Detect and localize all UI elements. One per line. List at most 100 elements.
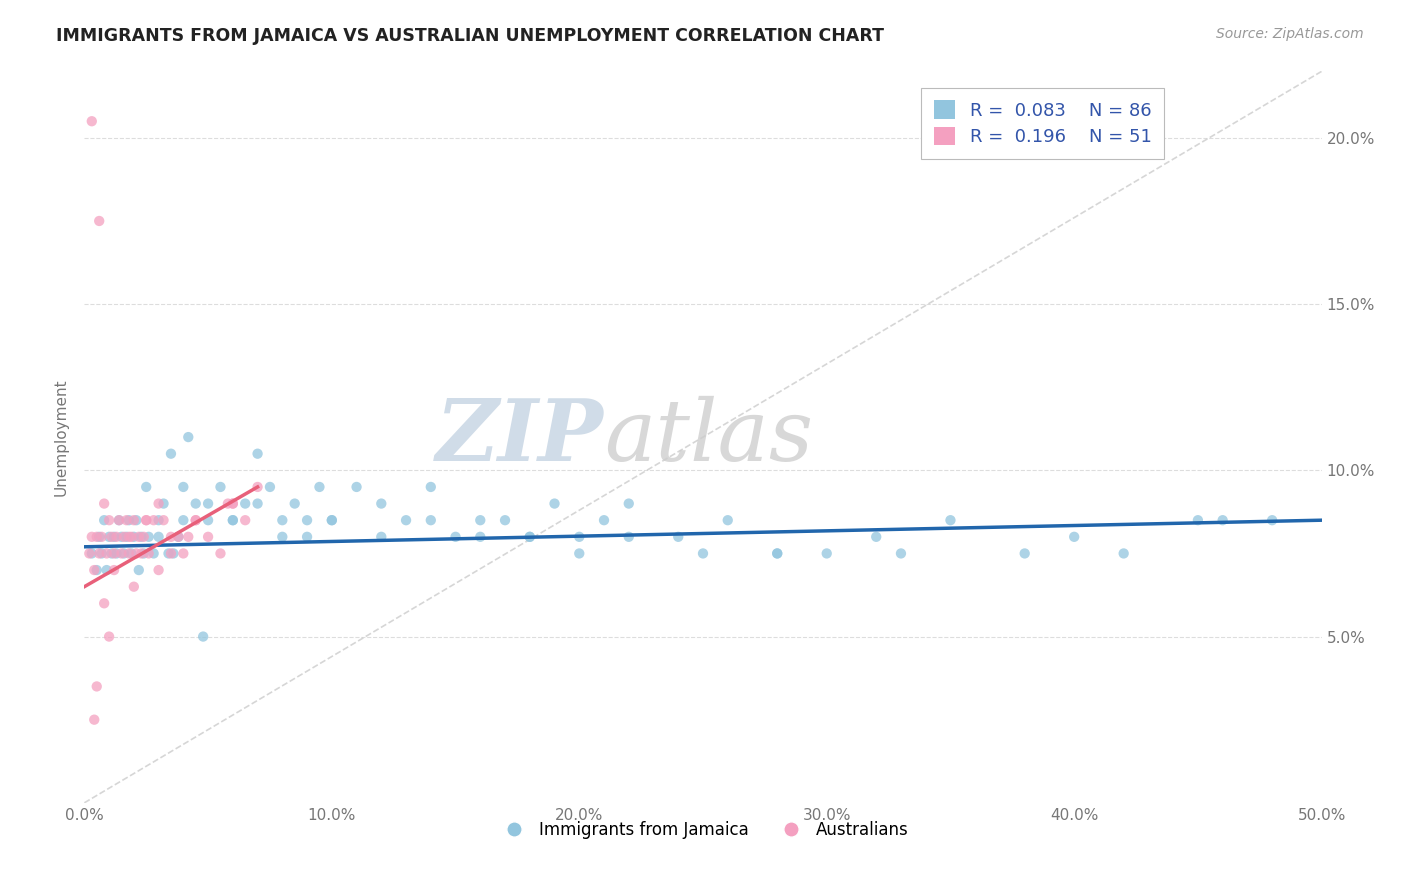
Point xyxy=(110,546,132,560)
Point xyxy=(197,530,219,544)
Point xyxy=(246,497,269,511)
Point xyxy=(1112,546,1135,560)
Point xyxy=(83,713,105,727)
Point xyxy=(115,530,138,544)
Point xyxy=(617,497,640,511)
Point xyxy=(1187,513,1209,527)
Point xyxy=(519,530,541,544)
Point xyxy=(80,546,103,560)
Point xyxy=(90,530,112,544)
Point xyxy=(108,513,131,527)
Point xyxy=(80,530,103,544)
Point xyxy=(90,546,112,560)
Point xyxy=(86,530,108,544)
Point xyxy=(494,513,516,527)
Point xyxy=(79,546,101,560)
Point xyxy=(666,530,689,544)
Point xyxy=(108,513,131,527)
Point xyxy=(100,546,122,560)
Point xyxy=(110,530,132,544)
Point xyxy=(100,530,122,544)
Point xyxy=(766,546,789,560)
Point xyxy=(103,563,125,577)
Point xyxy=(142,513,165,527)
Text: ZIP: ZIP xyxy=(436,395,605,479)
Point xyxy=(167,530,190,544)
Point xyxy=(939,513,962,527)
Point xyxy=(321,513,343,527)
Point xyxy=(370,530,392,544)
Point xyxy=(122,530,145,544)
Point xyxy=(148,513,170,527)
Point xyxy=(89,214,111,228)
Point xyxy=(120,546,142,560)
Point xyxy=(209,546,232,560)
Point xyxy=(519,530,541,544)
Point xyxy=(197,513,219,527)
Point xyxy=(222,513,245,527)
Point xyxy=(184,513,207,527)
Point xyxy=(93,497,115,511)
Point xyxy=(865,530,887,544)
Point xyxy=(135,513,157,527)
Point xyxy=(93,596,115,610)
Point xyxy=(98,530,121,544)
Text: Source: ZipAtlas.com: Source: ZipAtlas.com xyxy=(1216,27,1364,41)
Point xyxy=(96,563,118,577)
Point xyxy=(1063,530,1085,544)
Point xyxy=(1014,546,1036,560)
Point xyxy=(129,546,152,560)
Point xyxy=(125,546,148,560)
Point xyxy=(444,530,467,544)
Point xyxy=(118,513,141,527)
Point xyxy=(184,513,207,527)
Point xyxy=(157,546,180,560)
Point xyxy=(470,513,492,527)
Point xyxy=(172,546,194,560)
Point xyxy=(83,563,105,577)
Point xyxy=(815,546,838,560)
Point xyxy=(118,530,141,544)
Point xyxy=(308,480,330,494)
Point xyxy=(284,497,307,511)
Point xyxy=(543,497,565,511)
Legend: Immigrants from Jamaica, Australians: Immigrants from Jamaica, Australians xyxy=(491,814,915,846)
Point xyxy=(122,513,145,527)
Point xyxy=(98,630,121,644)
Point xyxy=(246,480,269,494)
Y-axis label: Unemployment: Unemployment xyxy=(53,378,69,496)
Point xyxy=(209,480,232,494)
Point xyxy=(152,513,174,527)
Point xyxy=(321,513,343,527)
Point xyxy=(135,513,157,527)
Point xyxy=(148,530,170,544)
Point xyxy=(295,513,318,527)
Point xyxy=(118,546,141,560)
Point xyxy=(160,546,183,560)
Point xyxy=(135,480,157,494)
Point xyxy=(93,513,115,527)
Point xyxy=(470,530,492,544)
Point xyxy=(122,580,145,594)
Point xyxy=(103,530,125,544)
Point xyxy=(217,497,239,511)
Point xyxy=(103,546,125,560)
Point xyxy=(112,546,135,560)
Point xyxy=(184,497,207,511)
Point xyxy=(419,480,441,494)
Point xyxy=(105,546,128,560)
Point xyxy=(222,497,245,511)
Point xyxy=(177,530,200,544)
Point xyxy=(160,447,183,461)
Point xyxy=(172,513,194,527)
Point xyxy=(152,497,174,511)
Point xyxy=(197,497,219,511)
Point xyxy=(120,530,142,544)
Point xyxy=(271,513,294,527)
Point xyxy=(89,546,111,560)
Point xyxy=(148,497,170,511)
Point xyxy=(86,563,108,577)
Point xyxy=(148,563,170,577)
Point xyxy=(132,546,155,560)
Point xyxy=(80,114,103,128)
